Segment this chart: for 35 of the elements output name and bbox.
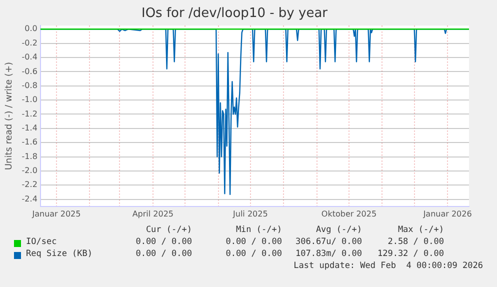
- y-tick-label: -2.0: [22, 166, 38, 176]
- y-tick-label: -2.4: [22, 194, 38, 204]
- x-tick-label: April 2025: [132, 209, 174, 218]
- y-axis-title: Units read (-) / write (+): [4, 62, 15, 170]
- text: Max (-/+): [398, 225, 444, 235]
- text: 0.00 / 0.00: [136, 237, 192, 247]
- text: Cur (-/+): [146, 225, 192, 235]
- y-tick-label: -0.6: [22, 66, 38, 76]
- text: 0.00 / 0.00: [136, 249, 192, 259]
- y-tick-label: -0.4: [22, 52, 38, 62]
- chart-title: IOs for /dev/loop10 - by year: [141, 6, 328, 22]
- y-tick-label: -0.8: [22, 80, 38, 90]
- legend-label: IO/sec: [26, 237, 57, 247]
- y-tick-label: 0.0: [24, 24, 38, 34]
- x-tick-label: Januar 2026: [422, 209, 472, 218]
- text: 107.83m/ 0.00: [295, 249, 362, 259]
- y-tick-label: -1.0: [22, 95, 38, 104]
- y-tick-label: -1.8: [22, 152, 38, 161]
- text: Avg (-/+): [316, 225, 362, 235]
- legend-label: Req Size (KB): [26, 249, 93, 259]
- text: 0.00 / 0.00: [226, 249, 282, 259]
- text: Min (-/+): [236, 225, 282, 235]
- text: 306.67u/ 0.00: [295, 237, 362, 247]
- y-tick-label: -2.2: [22, 180, 38, 190]
- x-tick-label: Juli 2025: [232, 209, 268, 218]
- y-tick-label: -1.4: [22, 123, 38, 132]
- text: 2.58 / 0.00: [388, 237, 444, 247]
- text: Last update: Wed Feb 4 00:00:09 2026: [294, 261, 483, 271]
- x-tick-label: Oktober 2025: [321, 209, 377, 218]
- y-tick-label: -0.2: [22, 38, 38, 48]
- y-tick-label: -1.6: [22, 138, 38, 147]
- x-tick-label: Januar 2025: [31, 209, 81, 218]
- text: 0.00 / 0.00: [226, 237, 282, 247]
- y-tick-label: -1.2: [22, 109, 38, 118]
- text: 129.32 / 0.00: [377, 249, 444, 259]
